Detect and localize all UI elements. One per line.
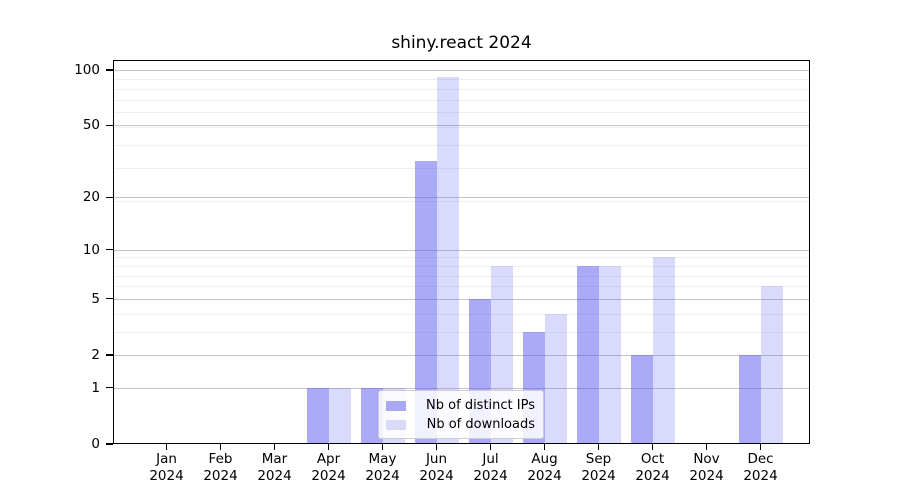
bar-distinct-ips [306, 387, 329, 444]
major-gridline [113, 249, 810, 251]
x-tick-label: May 2024 [365, 451, 400, 484]
bar-distinct-ips [360, 387, 383, 444]
legend-swatch [386, 419, 406, 430]
minor-gridline [113, 313, 810, 315]
x-tick-mark [435, 444, 438, 450]
y-tick-label: 20 [82, 189, 100, 206]
x-tick-label: Apr 2024 [311, 451, 346, 484]
x-tick-label: Mar 2024 [257, 451, 292, 484]
minor-gridline [113, 99, 810, 101]
minor-gridline [113, 168, 810, 170]
minor-gridline [113, 145, 810, 147]
legend-item: Nb of downloads [386, 415, 535, 434]
bar-downloads [328, 387, 351, 444]
legend: Nb of distinct IPs Nb of downloads [378, 390, 544, 439]
x-tick-label: Sep 2024 [581, 451, 616, 484]
y-tick-label: 2 [91, 347, 100, 363]
y-tick-mark [106, 443, 113, 445]
y-tick-mark [106, 298, 113, 300]
major-gridline [113, 355, 810, 356]
minor-gridline [113, 201, 810, 203]
plot-area [113, 60, 810, 444]
minor-gridline [113, 112, 810, 114]
x-tick-label: Jul 2024 [473, 451, 508, 484]
y-tick-label: 1 [91, 379, 100, 396]
bar-distinct-ips [576, 265, 599, 444]
x-tick-label: Jun 2024 [419, 451, 454, 484]
y-tick-mark [106, 387, 113, 389]
y-tick-label: 5 [91, 290, 100, 307]
x-tick-mark [651, 444, 654, 450]
x-tick-mark [489, 444, 492, 450]
x-tick-label: Dec 2024 [743, 451, 778, 484]
bar-downloads [652, 257, 675, 444]
major-gridline [113, 70, 810, 71]
x-tick-mark [381, 444, 384, 450]
minor-gridline [113, 265, 810, 267]
y-tick-mark [106, 249, 113, 251]
x-tick-mark [273, 444, 276, 450]
y-tick-label: 50 [82, 117, 100, 134]
major-gridline [113, 298, 810, 300]
x-tick-label: Feb 2024 [203, 451, 238, 484]
x-tick-mark [327, 444, 330, 450]
minor-gridline [113, 127, 810, 128]
bar-downloads [436, 76, 459, 444]
minor-gridline [113, 257, 810, 259]
bar-distinct-ips [630, 355, 653, 444]
minor-gridline [113, 79, 810, 81]
bar-downloads [598, 265, 621, 444]
x-tick-mark [759, 444, 762, 450]
y-tick-mark [106, 124, 113, 127]
legend-swatch [386, 400, 406, 411]
y-tick-label: 0 [91, 436, 100, 452]
legend-label: Nb of downloads [426, 417, 535, 432]
bar-distinct-ips [738, 355, 761, 444]
y-tick-mark [106, 196, 113, 198]
major-gridline [113, 387, 810, 389]
major-gridline [113, 125, 810, 127]
bar-downloads [760, 286, 783, 444]
minor-gridline [113, 286, 810, 288]
major-gridline [113, 197, 810, 199]
chart-title: shiny.react 2024 [391, 33, 532, 53]
minor-gridline [113, 88, 810, 90]
x-tick-mark [543, 444, 546, 450]
x-tick-label: Aug 2024 [527, 451, 562, 484]
minor-gridline [113, 331, 810, 333]
x-tick-label: Nov 2024 [689, 451, 724, 484]
x-tick-mark [705, 444, 708, 450]
y-tick-label: 100 [74, 62, 100, 78]
x-tick-mark [165, 444, 168, 450]
legend-item: Nb of distinct IPs [386, 396, 535, 415]
x-tick-mark [597, 444, 600, 450]
bar-downloads [544, 313, 567, 444]
legend-label: Nb of distinct IPs [426, 398, 535, 413]
minor-gridline [113, 275, 810, 277]
x-tick-label: Jan 2024 [149, 451, 184, 484]
x-tick-label: Oct 2024 [635, 451, 670, 484]
x-tick-mark [219, 444, 222, 450]
y-tick-label: 10 [82, 241, 100, 258]
y-tick-mark [106, 69, 113, 71]
bar-distinct-ips [414, 160, 437, 444]
y-tick-mark [106, 354, 113, 356]
